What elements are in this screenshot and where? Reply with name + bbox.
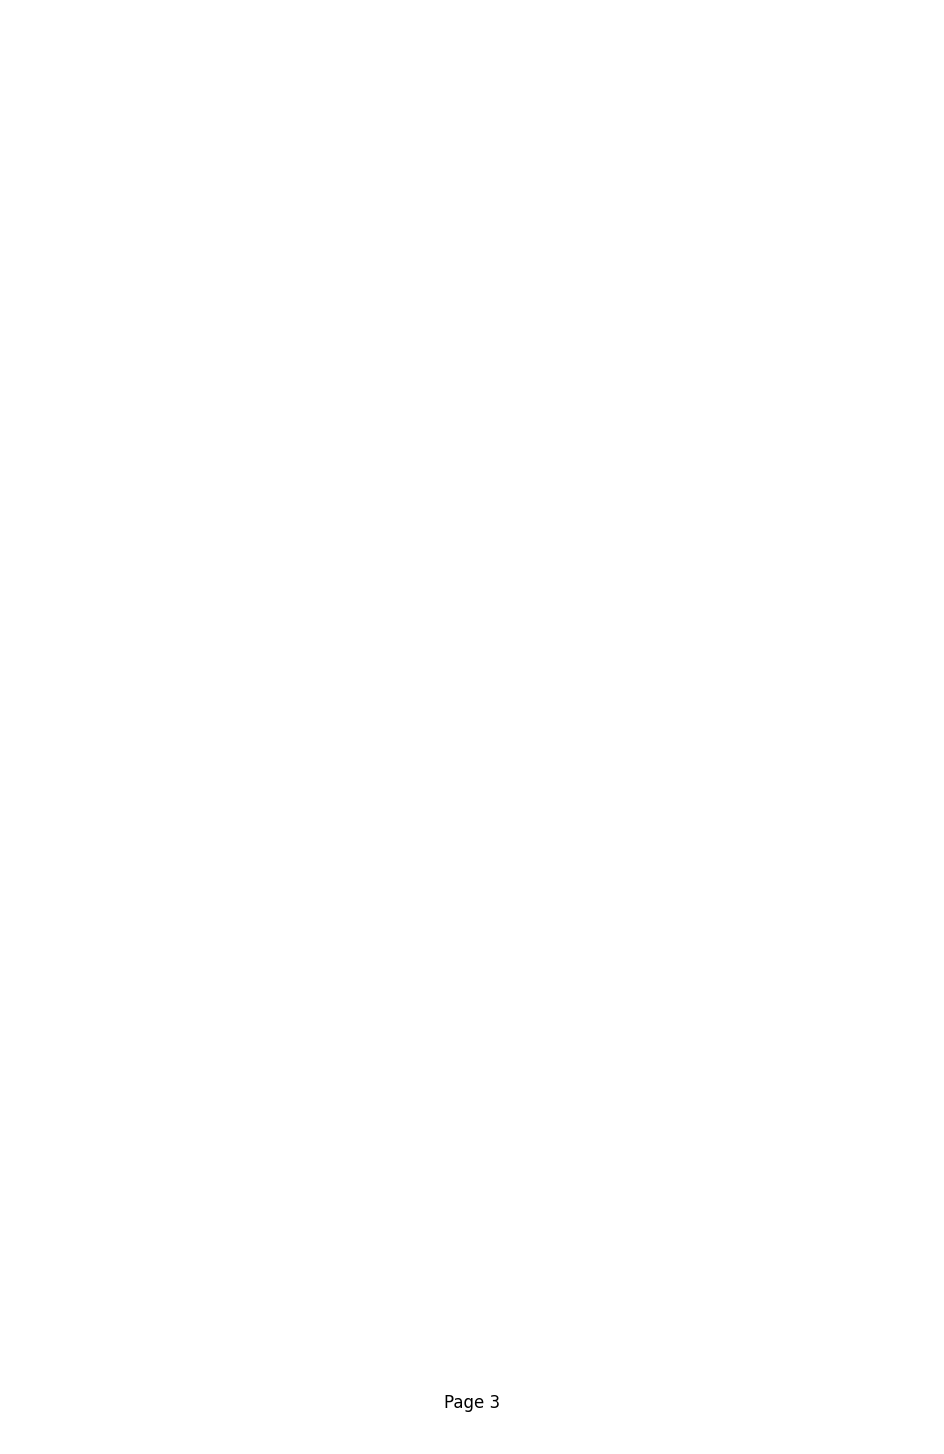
Text: Page 3: Page 3: [444, 1394, 500, 1412]
